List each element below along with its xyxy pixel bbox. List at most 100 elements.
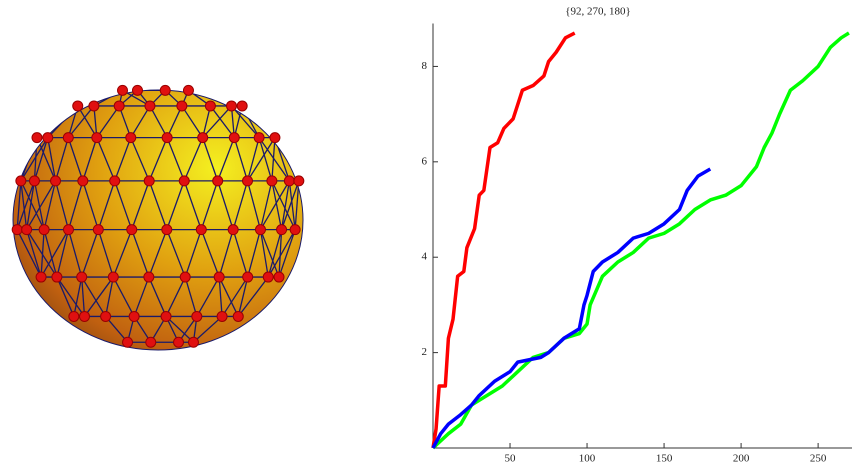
- vertex-dot: [128, 310, 140, 322]
- mesh-edge: [26, 180, 36, 230]
- mesh-edge: [56, 229, 70, 278]
- mesh-edge: [271, 180, 296, 230]
- mesh-edge: [246, 137, 260, 182]
- vertex-dot: [225, 100, 237, 112]
- mesh-edge: [166, 137, 185, 182]
- vertex-dot: [145, 336, 157, 348]
- mesh-edge: [294, 180, 300, 230]
- mesh-edge: [259, 180, 290, 230]
- vertex-dot: [176, 100, 188, 112]
- mesh-edge: [237, 276, 249, 317]
- chart-title: {92, 270, 180}: [565, 6, 631, 18]
- mesh-edge: [148, 137, 168, 182]
- mesh-edge: [271, 137, 276, 181]
- mesh-edge: [33, 180, 45, 230]
- mesh-edge: [47, 137, 57, 181]
- vertex-dot: [242, 175, 254, 187]
- mesh-edge: [26, 229, 58, 278]
- vertex-dot: [283, 175, 295, 187]
- mesh-edge: [20, 180, 45, 230]
- mesh-edge: [104, 276, 114, 317]
- mesh-edge: [259, 229, 280, 278]
- vertex-dot: [195, 224, 207, 236]
- mesh-edge: [218, 229, 234, 278]
- vertex-dot: [161, 132, 173, 144]
- vertex-dot: [109, 175, 121, 187]
- vertex-dot: [15, 175, 27, 187]
- vertex-dot: [131, 84, 143, 96]
- mesh-edge: [202, 105, 232, 139]
- mesh-edge: [96, 105, 120, 138]
- y-tick-label: 2: [422, 346, 428, 358]
- mesh-edge: [43, 180, 57, 230]
- vertex-dot: [76, 271, 88, 283]
- vertex-dot: [88, 100, 100, 112]
- y-tick-label: 4: [422, 251, 428, 263]
- mesh-edge: [97, 229, 114, 278]
- vertex-dot: [242, 271, 254, 283]
- vertex-dot: [266, 175, 278, 187]
- mesh-edge: [184, 276, 198, 317]
- mesh-edge: [259, 229, 269, 278]
- mesh-edge: [83, 276, 114, 317]
- mesh-edge: [54, 180, 70, 230]
- mesh-edge: [26, 180, 57, 230]
- vertex-dot: [212, 175, 224, 187]
- mesh-edge: [118, 105, 132, 138]
- vertex-dot: [227, 224, 239, 236]
- mesh-edge: [56, 276, 86, 317]
- mesh-edge: [221, 276, 249, 317]
- x-tick-label: 150: [656, 453, 673, 465]
- mesh-edge: [67, 137, 84, 182]
- mesh-edge: [112, 229, 133, 278]
- vertex-dot: [38, 224, 50, 236]
- mesh-edge: [183, 137, 204, 182]
- mesh-edge: [165, 315, 194, 343]
- mesh-edge: [82, 180, 99, 230]
- mesh-edge: [97, 180, 116, 230]
- vertex-dot: [77, 175, 89, 187]
- mesh-edge: [278, 229, 283, 278]
- mesh-edge: [112, 276, 135, 317]
- mesh-edge: [77, 105, 98, 138]
- mesh-edge: [20, 180, 28, 230]
- y-tick-label: 6: [422, 155, 428, 167]
- vertex-dot: [79, 310, 91, 322]
- mesh-edge: [267, 229, 283, 278]
- mesh-edge: [200, 180, 219, 230]
- x-tick-label: 50: [505, 453, 517, 465]
- vertex-dot: [293, 175, 305, 187]
- mesh-edge: [166, 229, 186, 278]
- mesh-edge: [81, 277, 86, 317]
- mesh-edge: [183, 180, 202, 230]
- mesh-edge: [67, 105, 95, 139]
- mesh-edge: [288, 180, 296, 230]
- mesh-edge: [33, 137, 49, 182]
- mesh-edge: [166, 105, 183, 138]
- mesh-edge: [233, 137, 249, 182]
- vertex-dot: [28, 175, 40, 187]
- mesh-edge: [196, 276, 220, 317]
- mesh-edge: [247, 229, 262, 278]
- mesh-edge: [81, 276, 107, 317]
- mesh-edge: [193, 315, 223, 343]
- vertex-dot: [253, 132, 265, 144]
- vertex-dot: [50, 175, 62, 187]
- vertex-dot: [72, 100, 84, 112]
- mesh-edge: [258, 137, 273, 182]
- mesh-edge: [43, 229, 58, 278]
- mesh-edge: [280, 180, 290, 230]
- vertex-dot: [122, 336, 134, 348]
- mesh-edge: [237, 276, 269, 317]
- vertex-dot: [179, 271, 191, 283]
- vertex-dot: [42, 132, 54, 144]
- mesh-edge: [114, 137, 132, 182]
- mesh-edge: [54, 137, 69, 182]
- vertex-dot: [117, 84, 129, 96]
- vertex-dot: [143, 175, 155, 187]
- vertex-dot: [276, 224, 288, 236]
- vertex-dot: [187, 336, 199, 348]
- mesh-edge: [149, 105, 168, 138]
- vertex-dot: [126, 224, 138, 236]
- series-line: [431, 167, 712, 449]
